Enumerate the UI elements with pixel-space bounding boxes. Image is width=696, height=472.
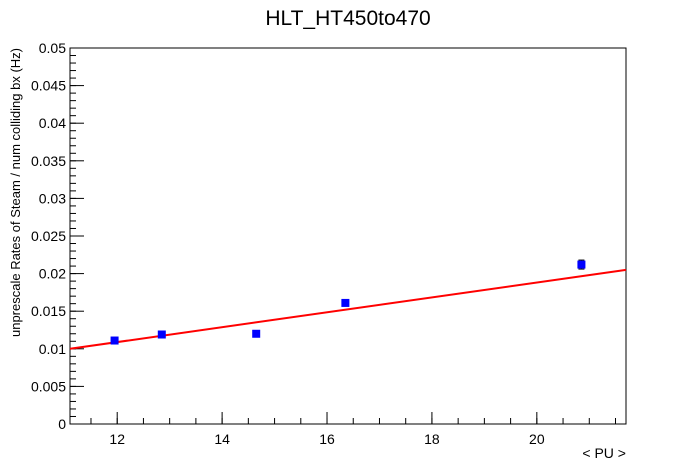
y-tick-label: 0.045 xyxy=(31,78,66,94)
point-marker xyxy=(577,260,586,269)
fit-layer xyxy=(69,268,627,350)
fit-line xyxy=(69,268,627,350)
y-tick-label: 0.01 xyxy=(39,341,66,357)
x-axis-label: < PU > xyxy=(582,445,626,461)
y-axis: 0 0.005 0.01 0.015 0.02 0.025 0.03 0.035 0.04 0.0… xyxy=(31,40,84,432)
points-layer xyxy=(110,259,586,345)
data-point xyxy=(157,330,166,339)
data-point xyxy=(252,329,261,338)
data-point xyxy=(577,259,586,270)
y-tick-label: 0.05 xyxy=(39,40,66,56)
y-tick-label: 0.035 xyxy=(31,153,66,169)
y-tick-label: 0.025 xyxy=(31,228,66,244)
x-tick-label: 16 xyxy=(319,431,335,447)
y-tick-label: 0 xyxy=(58,416,66,432)
x-tick-label: 18 xyxy=(424,431,440,447)
data-point xyxy=(110,336,119,345)
point-marker xyxy=(341,298,350,307)
x-tick-label: 14 xyxy=(214,431,230,447)
y-tick-label: 0.015 xyxy=(31,303,66,319)
y-tick-label: 0.04 xyxy=(39,115,66,131)
x-tick-label: 12 xyxy=(109,431,125,447)
y-axis-label: unprescale Rates of Steam / num collidin… xyxy=(8,48,23,337)
x-axis: 12 14 16 18 20 xyxy=(90,412,617,447)
y-tick-label: 0.02 xyxy=(39,266,66,282)
plot-frame xyxy=(69,47,627,425)
point-marker xyxy=(110,336,119,345)
y-tick-label: 0.03 xyxy=(39,190,66,206)
y-tick-label: 0.005 xyxy=(31,378,66,394)
point-marker xyxy=(252,329,261,338)
chart-title: HLT_HT450to470 xyxy=(265,7,430,30)
x-tick-label: 20 xyxy=(529,431,545,447)
data-point xyxy=(341,298,350,307)
point-marker xyxy=(157,330,166,339)
